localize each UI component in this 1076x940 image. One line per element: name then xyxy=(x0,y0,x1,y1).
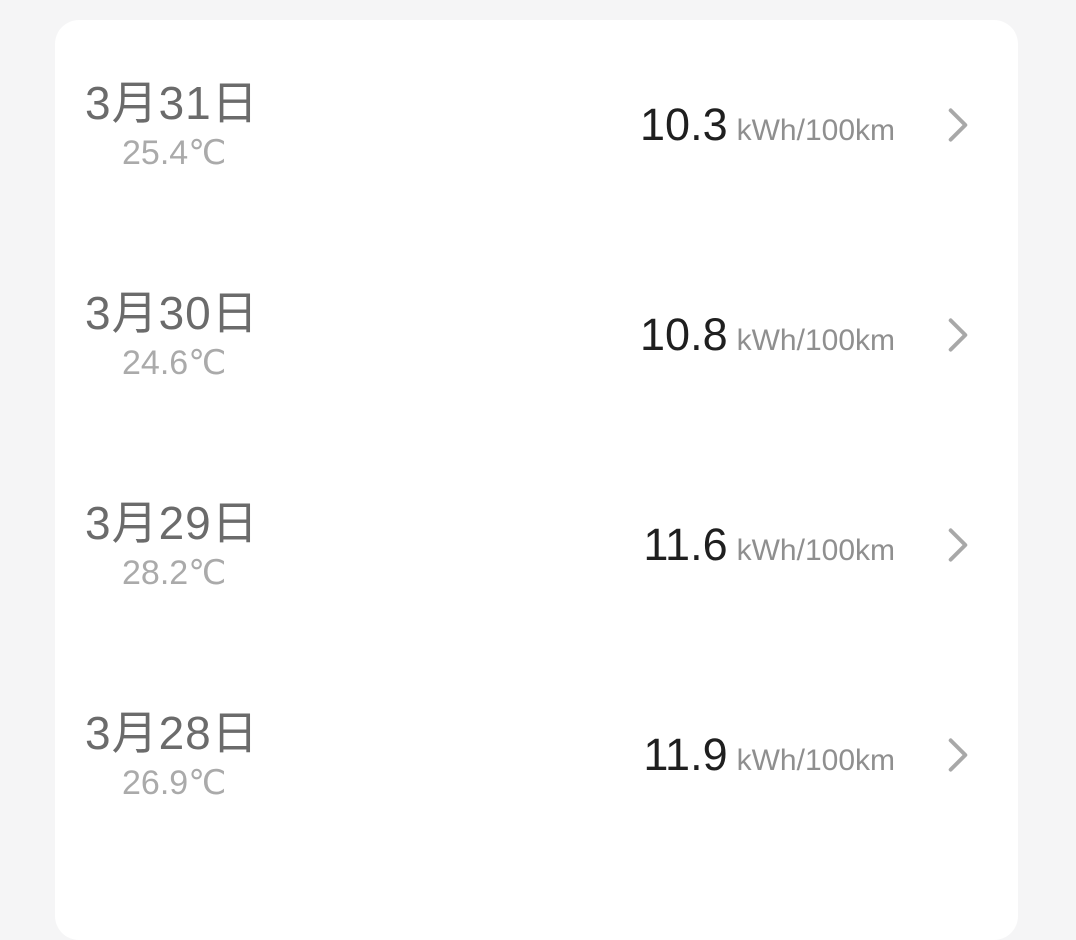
chevron-right-icon[interactable] xyxy=(943,103,973,147)
consumption-unit: kWh/100km xyxy=(736,114,895,147)
consumption-unit: kWh/100km xyxy=(736,534,895,567)
date-label: 3月31日 xyxy=(85,76,259,129)
consumption-row[interactable]: 3月30日 24.6℃ 10.8 kWh/100km xyxy=(55,230,1018,440)
row-value-block: 11.9 kWh/100km xyxy=(643,729,973,781)
consumption-value: 10.3 xyxy=(640,99,728,150)
row-date-block: 3月31日 25.4℃ xyxy=(55,75,259,175)
row-value-block: 11.6 kWh/100km xyxy=(643,519,973,571)
date-label: 3月29日 xyxy=(85,496,259,549)
temperature-label: 26.9℃ xyxy=(122,763,227,802)
chevron-right-icon[interactable] xyxy=(943,733,973,777)
consumption-row[interactable]: 3月28日 26.9℃ 11.9 kWh/100km xyxy=(55,650,1018,860)
row-value-block: 10.8 kWh/100km xyxy=(640,309,973,361)
temperature-label: 25.4℃ xyxy=(122,133,227,172)
consumption-unit: kWh/100km xyxy=(736,324,895,357)
value-group: 11.6 kWh/100km xyxy=(643,519,895,571)
consumption-value: 11.9 xyxy=(643,729,728,780)
temperature-label: 28.2℃ xyxy=(122,553,227,592)
row-date-block: 3月29日 28.2℃ xyxy=(55,495,259,595)
value-group: 11.9 kWh/100km xyxy=(643,729,895,781)
consumption-unit: kWh/100km xyxy=(736,744,895,777)
row-date-block: 3月28日 26.9℃ xyxy=(55,705,259,805)
consumption-history-card: 3月31日 25.4℃ 10.3 kWh/100km 3月30日 24.6℃ 1… xyxy=(55,20,1018,940)
temperature-label: 24.6℃ xyxy=(122,343,227,382)
consumption-row[interactable]: 3月29日 28.2℃ 11.6 kWh/100km xyxy=(55,440,1018,650)
value-group: 10.8 kWh/100km xyxy=(640,309,895,361)
date-label: 3月30日 xyxy=(85,286,259,339)
chevron-right-icon[interactable] xyxy=(943,523,973,567)
chevron-right-icon[interactable] xyxy=(943,313,973,357)
row-value-block: 10.3 kWh/100km xyxy=(640,99,973,151)
consumption-value: 10.8 xyxy=(640,309,728,360)
date-label: 3月28日 xyxy=(85,706,259,759)
consumption-row[interactable]: 3月31日 25.4℃ 10.3 kWh/100km xyxy=(55,20,1018,230)
value-group: 10.3 kWh/100km xyxy=(640,99,895,151)
consumption-value: 11.6 xyxy=(643,519,728,570)
row-date-block: 3月30日 24.6℃ xyxy=(55,285,259,385)
